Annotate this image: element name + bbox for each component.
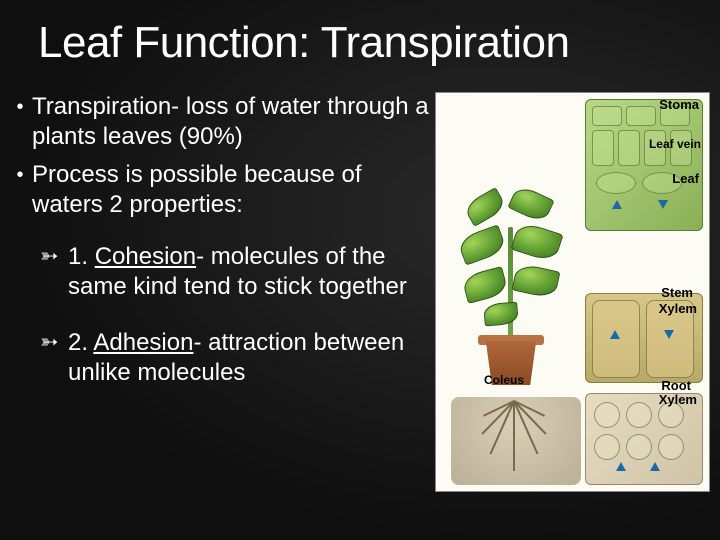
- sub-marker-icon: ➳: [40, 242, 68, 302]
- bullet-marker-icon: •: [8, 160, 32, 220]
- sub-number: 1.: [68, 243, 88, 270]
- bullet-marker-icon: •: [8, 92, 32, 152]
- sub-list: ➳ 1. Cohesion- molecules of the same kin…: [8, 228, 435, 388]
- image-column: Stoma Leaf vein Leaf Coleus Stem Xylem R…: [435, 92, 720, 528]
- bullet-text: Process is possible because of waters 2 …: [32, 160, 429, 220]
- slide-title: Leaf Function: Transpiration: [0, 0, 720, 68]
- sub-term: Adhesion: [93, 329, 193, 356]
- sub-item: ➳ 1. Cohesion- molecules of the same kin…: [40, 242, 435, 302]
- plant-illustration: [456, 185, 566, 385]
- content-area: • Transpiration- loss of water through a…: [0, 68, 720, 528]
- bullet-item: • Transpiration- loss of water through a…: [8, 92, 435, 152]
- leaf-tissue-panel: [585, 99, 703, 231]
- label-leaf: Leaf: [672, 171, 699, 186]
- sub-term: Cohesion: [95, 243, 196, 270]
- roots-illustration: [451, 397, 581, 485]
- transpiration-diagram: Stoma Leaf vein Leaf Coleus Stem Xylem R…: [435, 92, 710, 492]
- sub-text: 1. Cohesion- molecules of the same kind …: [68, 242, 429, 302]
- sub-marker-icon: ➳: [40, 328, 68, 388]
- sub-item: ➳ 2. Adhesion- attraction between unlike…: [40, 328, 435, 388]
- sub-number: 2.: [68, 329, 88, 356]
- text-column: • Transpiration- loss of water through a…: [0, 92, 435, 528]
- label-stoma: Stoma: [659, 97, 699, 112]
- label-xylem: Xylem: [659, 301, 697, 316]
- label-xylem2: Xylem: [659, 392, 697, 407]
- bullet-text: Transpiration- loss of water through a p…: [32, 92, 429, 152]
- label-leafvein: Leaf vein: [649, 137, 701, 151]
- bullet-item: • Process is possible because of waters …: [8, 160, 435, 220]
- label-coleus: Coleus: [484, 373, 524, 387]
- label-stem: Stem: [661, 285, 693, 300]
- label-root: Root: [661, 378, 691, 393]
- sub-text: 2. Adhesion- attraction between unlike m…: [68, 328, 429, 388]
